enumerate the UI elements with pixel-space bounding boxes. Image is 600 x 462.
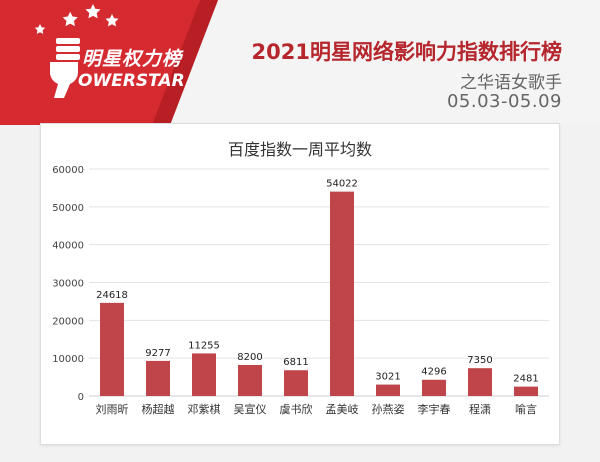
bar bbox=[514, 386, 538, 396]
y-tick-label: 10000 bbox=[52, 354, 84, 365]
x-tick-label: 李宇春 bbox=[418, 402, 451, 416]
bar bbox=[330, 191, 354, 396]
data-label: 6811 bbox=[283, 357, 308, 368]
y-tick-label: 30000 bbox=[52, 279, 84, 290]
y-tick-label: 50000 bbox=[52, 203, 84, 214]
brand-name-cn: 明星权力榜 bbox=[82, 48, 183, 70]
y-tick-label: 0 bbox=[78, 392, 84, 403]
star-icon bbox=[85, 4, 101, 19]
data-label: 24618 bbox=[96, 290, 128, 301]
x-tick-label: 孙燕姿 bbox=[372, 403, 405, 416]
x-tick-label: 刘雨昕 bbox=[96, 403, 129, 416]
x-tick-label: 程潇 bbox=[469, 403, 491, 416]
data-label: 3021 bbox=[375, 372, 400, 383]
page-title: 2021明星网络影响力指数排行榜 bbox=[251, 40, 562, 64]
x-tick-label: 邓紫棋 bbox=[188, 402, 221, 416]
chart-card: 百度指数一周平均数 0 10000 20000 30000 40000 50000 6000… bbox=[40, 123, 560, 445]
page-subtitle: 之华语女歌手 bbox=[460, 73, 562, 93]
bar bbox=[100, 302, 124, 396]
y-tick-label: 20000 bbox=[52, 316, 84, 327]
bar bbox=[468, 368, 492, 396]
star-icon bbox=[105, 14, 119, 27]
bar bbox=[422, 379, 446, 396]
y-tick-label: 60000 bbox=[52, 165, 84, 176]
bar bbox=[192, 353, 216, 396]
bar-chart: 0 10000 20000 30000 40000 50000 60000 24618 刘雨昕 9… bbox=[52, 165, 549, 416]
header-banner: 明星权力榜 OWERSTAR 2021明星网络影响力指数排行榜 之华语女歌手 0… bbox=[0, 0, 600, 125]
data-label: 4296 bbox=[421, 367, 446, 378]
bar bbox=[238, 364, 262, 396]
brand-name-en: OWERSTAR bbox=[78, 71, 185, 91]
data-label: 9277 bbox=[145, 348, 170, 359]
star-icons bbox=[34, 4, 119, 34]
data-label: 11255 bbox=[188, 340, 220, 351]
star-icon bbox=[62, 11, 78, 27]
fist-logo-icon bbox=[50, 38, 80, 98]
chart-title: 百度指数一周平均数 bbox=[227, 140, 372, 159]
x-tick-label: 喻言 bbox=[515, 402, 537, 416]
bar bbox=[376, 384, 400, 396]
x-tick-label: 虞书欣 bbox=[280, 402, 313, 416]
bar bbox=[146, 360, 170, 396]
data-label: 54022 bbox=[326, 179, 358, 190]
bar bbox=[284, 370, 308, 396]
x-tick-label: 吴宣仪 bbox=[234, 402, 267, 416]
star-icon bbox=[34, 24, 46, 34]
data-label: 7350 bbox=[467, 355, 492, 366]
x-tick-label: 孟美岐 bbox=[326, 403, 359, 416]
data-label: 8200 bbox=[237, 352, 262, 363]
y-tick-label: 40000 bbox=[52, 241, 84, 252]
banner-graphic bbox=[0, 0, 218, 125]
data-label: 2481 bbox=[513, 374, 538, 385]
date-range: 05.03-05.09 bbox=[446, 91, 562, 112]
x-tick-label: 杨超越 bbox=[142, 402, 175, 416]
